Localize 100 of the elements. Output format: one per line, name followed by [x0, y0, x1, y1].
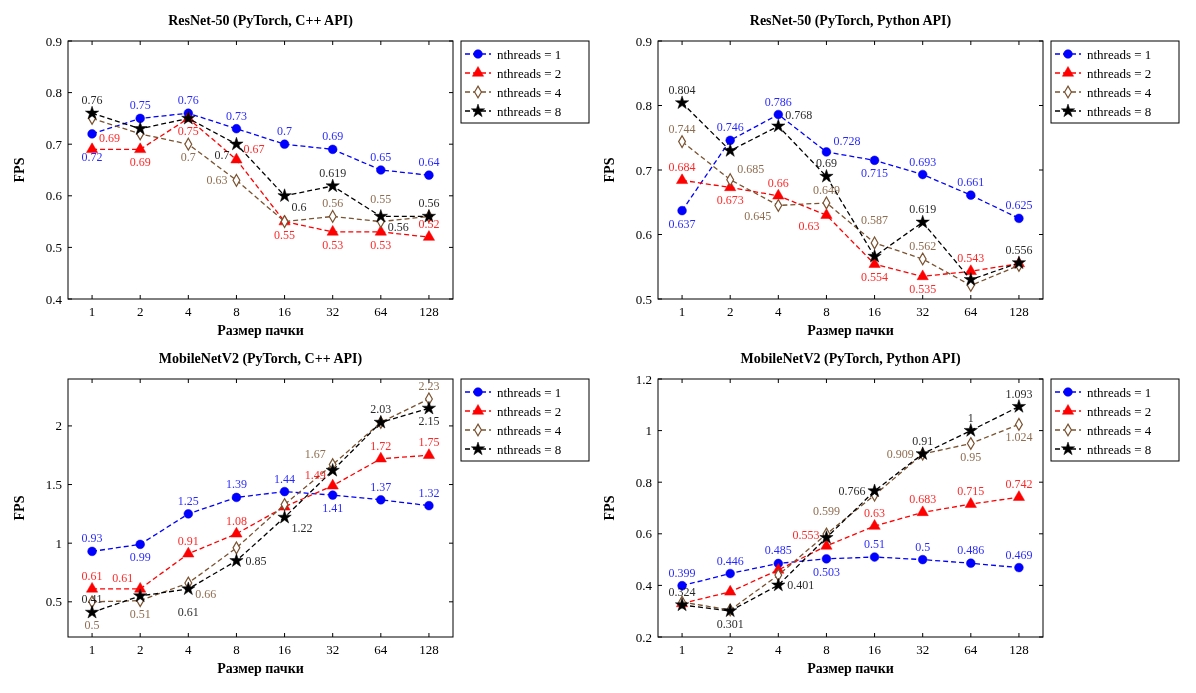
legend-label: nthreads = 8: [497, 441, 562, 457]
x-tick-label: 4: [775, 642, 783, 657]
data-label: 0.619: [909, 202, 937, 217]
x-tick-label: 8: [233, 642, 240, 657]
x-tick-label: 16: [868, 642, 882, 657]
x-tick-label: 2: [136, 642, 144, 657]
y-tick-label: 0.6: [635, 526, 653, 542]
data-label: 1.25: [177, 493, 199, 508]
data-label: 0.91: [912, 433, 934, 448]
x-tick-label: 8: [823, 642, 830, 657]
x-tick-label: 32: [326, 642, 340, 657]
data-label: 0.485: [764, 543, 792, 558]
data-label: 0.469: [1005, 547, 1033, 562]
data-label: 0.56: [387, 220, 409, 235]
data-label: 0.52: [418, 217, 440, 232]
data-label: 0.909: [886, 447, 914, 462]
y-tick-label: 0.6: [45, 188, 63, 204]
x-tick-label: 32: [916, 642, 930, 657]
y-tick-label: 0.9: [635, 33, 652, 49]
y-tick-label: 2: [55, 418, 62, 434]
data-label: 0.6: [291, 199, 307, 214]
data-label: 1.41: [322, 501, 344, 516]
y-axis-title: FPS: [12, 495, 27, 521]
y-tick-label: 1.2: [635, 371, 652, 387]
data-label: 0.76: [177, 93, 199, 108]
x-tick-label: 16: [868, 304, 882, 319]
data-label: 0.446: [716, 553, 744, 568]
chart-title: MobileNetV2 (PyTorch, C++ API): [158, 351, 363, 367]
y-tick-label: 0.2: [635, 629, 652, 645]
y-tick-label: 1.5: [45, 477, 62, 493]
y-tick-label: 0.8: [635, 98, 652, 114]
y-tick-label: 0.5: [45, 594, 62, 610]
x-tick-label: 8: [233, 304, 240, 319]
data-label: 0.768: [785, 108, 813, 123]
data-label: 1.093: [1005, 386, 1033, 401]
chart-title: ResNet-50 (PyTorch, Python API): [749, 13, 952, 29]
x-tick-label: 1: [678, 304, 686, 319]
x-tick-label: 2: [136, 304, 144, 319]
data-label: 0.99: [129, 550, 151, 565]
data-label: 2.15: [418, 414, 440, 429]
y-tick-label: 0.5: [45, 239, 62, 255]
y-tick-label: 0.6: [635, 227, 653, 243]
legend-label: nthreads = 2: [497, 65, 562, 81]
x-tick-label: 128: [419, 642, 439, 657]
data-label: 1.75: [418, 435, 440, 450]
data-label: 0.301: [716, 616, 744, 631]
data-label: 0.543: [957, 251, 985, 266]
x-tick-label: 64: [374, 304, 388, 319]
data-label: 0.66: [195, 587, 217, 602]
x-axis-title: Размер пачки: [217, 323, 304, 338]
data-label: 2.23: [418, 378, 440, 393]
x-tick-label: 4: [185, 304, 193, 319]
x-tick-label: 2: [726, 304, 734, 319]
data-label: 0.562: [909, 239, 937, 254]
chart-title: ResNet-50 (PyTorch, C++ API): [168, 13, 354, 29]
legend-label: nthreads = 1: [1087, 384, 1152, 400]
chart-title: MobileNetV2 (PyTorch, Python API): [740, 351, 961, 367]
data-label: 1.08: [225, 513, 247, 528]
data-label: 0.786: [764, 94, 792, 109]
legend-label: nthreads = 2: [1087, 403, 1152, 419]
y-tick-label: 0.8: [635, 474, 652, 490]
y-tick-label: 0.9: [45, 33, 62, 49]
data-label: 1.22: [291, 521, 313, 536]
x-tick-label: 128: [419, 304, 439, 319]
data-label: 1: [967, 410, 974, 425]
data-label: 0.649: [812, 182, 840, 197]
data-label: 1.72: [370, 438, 392, 453]
data-label: 0.728: [833, 133, 861, 148]
data-label: 1.32: [418, 485, 440, 500]
data-label: 0.587: [861, 212, 889, 227]
x-tick-label: 2: [726, 642, 734, 657]
legend-label: nthreads = 1: [1087, 46, 1152, 62]
data-label: 0.599: [812, 504, 840, 519]
x-tick-label: 4: [185, 642, 193, 657]
data-label: 0.637: [668, 216, 696, 231]
data-label: 0.401: [787, 578, 815, 593]
data-label: 0.746: [716, 120, 744, 135]
legend-label: nthreads = 8: [1087, 441, 1152, 457]
y-tick-label: 1: [645, 423, 652, 439]
y-tick-label: 0.8: [45, 85, 62, 101]
data-label: 0.685: [737, 161, 765, 176]
data-label: 0.61: [177, 604, 199, 619]
x-tick-label: 64: [964, 642, 978, 657]
legend-label: nthreads = 2: [497, 403, 562, 419]
legend-label: nthreads = 1: [497, 384, 562, 400]
x-tick-label: 16: [278, 304, 292, 319]
x-axis-title: Размер пачки: [217, 661, 304, 676]
data-label: 1.44: [274, 471, 296, 486]
data-label: 0.51: [864, 537, 886, 552]
legend-label: nthreads = 4: [1087, 422, 1152, 438]
y-tick-label: 0.5: [635, 291, 652, 307]
data-label: 0.51: [129, 606, 151, 621]
data-label: 0.661: [957, 175, 985, 190]
data-label: 1.67: [304, 446, 326, 461]
data-label: 0.486: [957, 543, 985, 558]
x-tick-label: 8: [823, 304, 830, 319]
data-label: 0.693: [909, 154, 937, 169]
data-label: 0.93: [81, 531, 103, 546]
y-axis-title: FPS: [602, 157, 617, 183]
data-label: 0.553: [792, 527, 820, 542]
